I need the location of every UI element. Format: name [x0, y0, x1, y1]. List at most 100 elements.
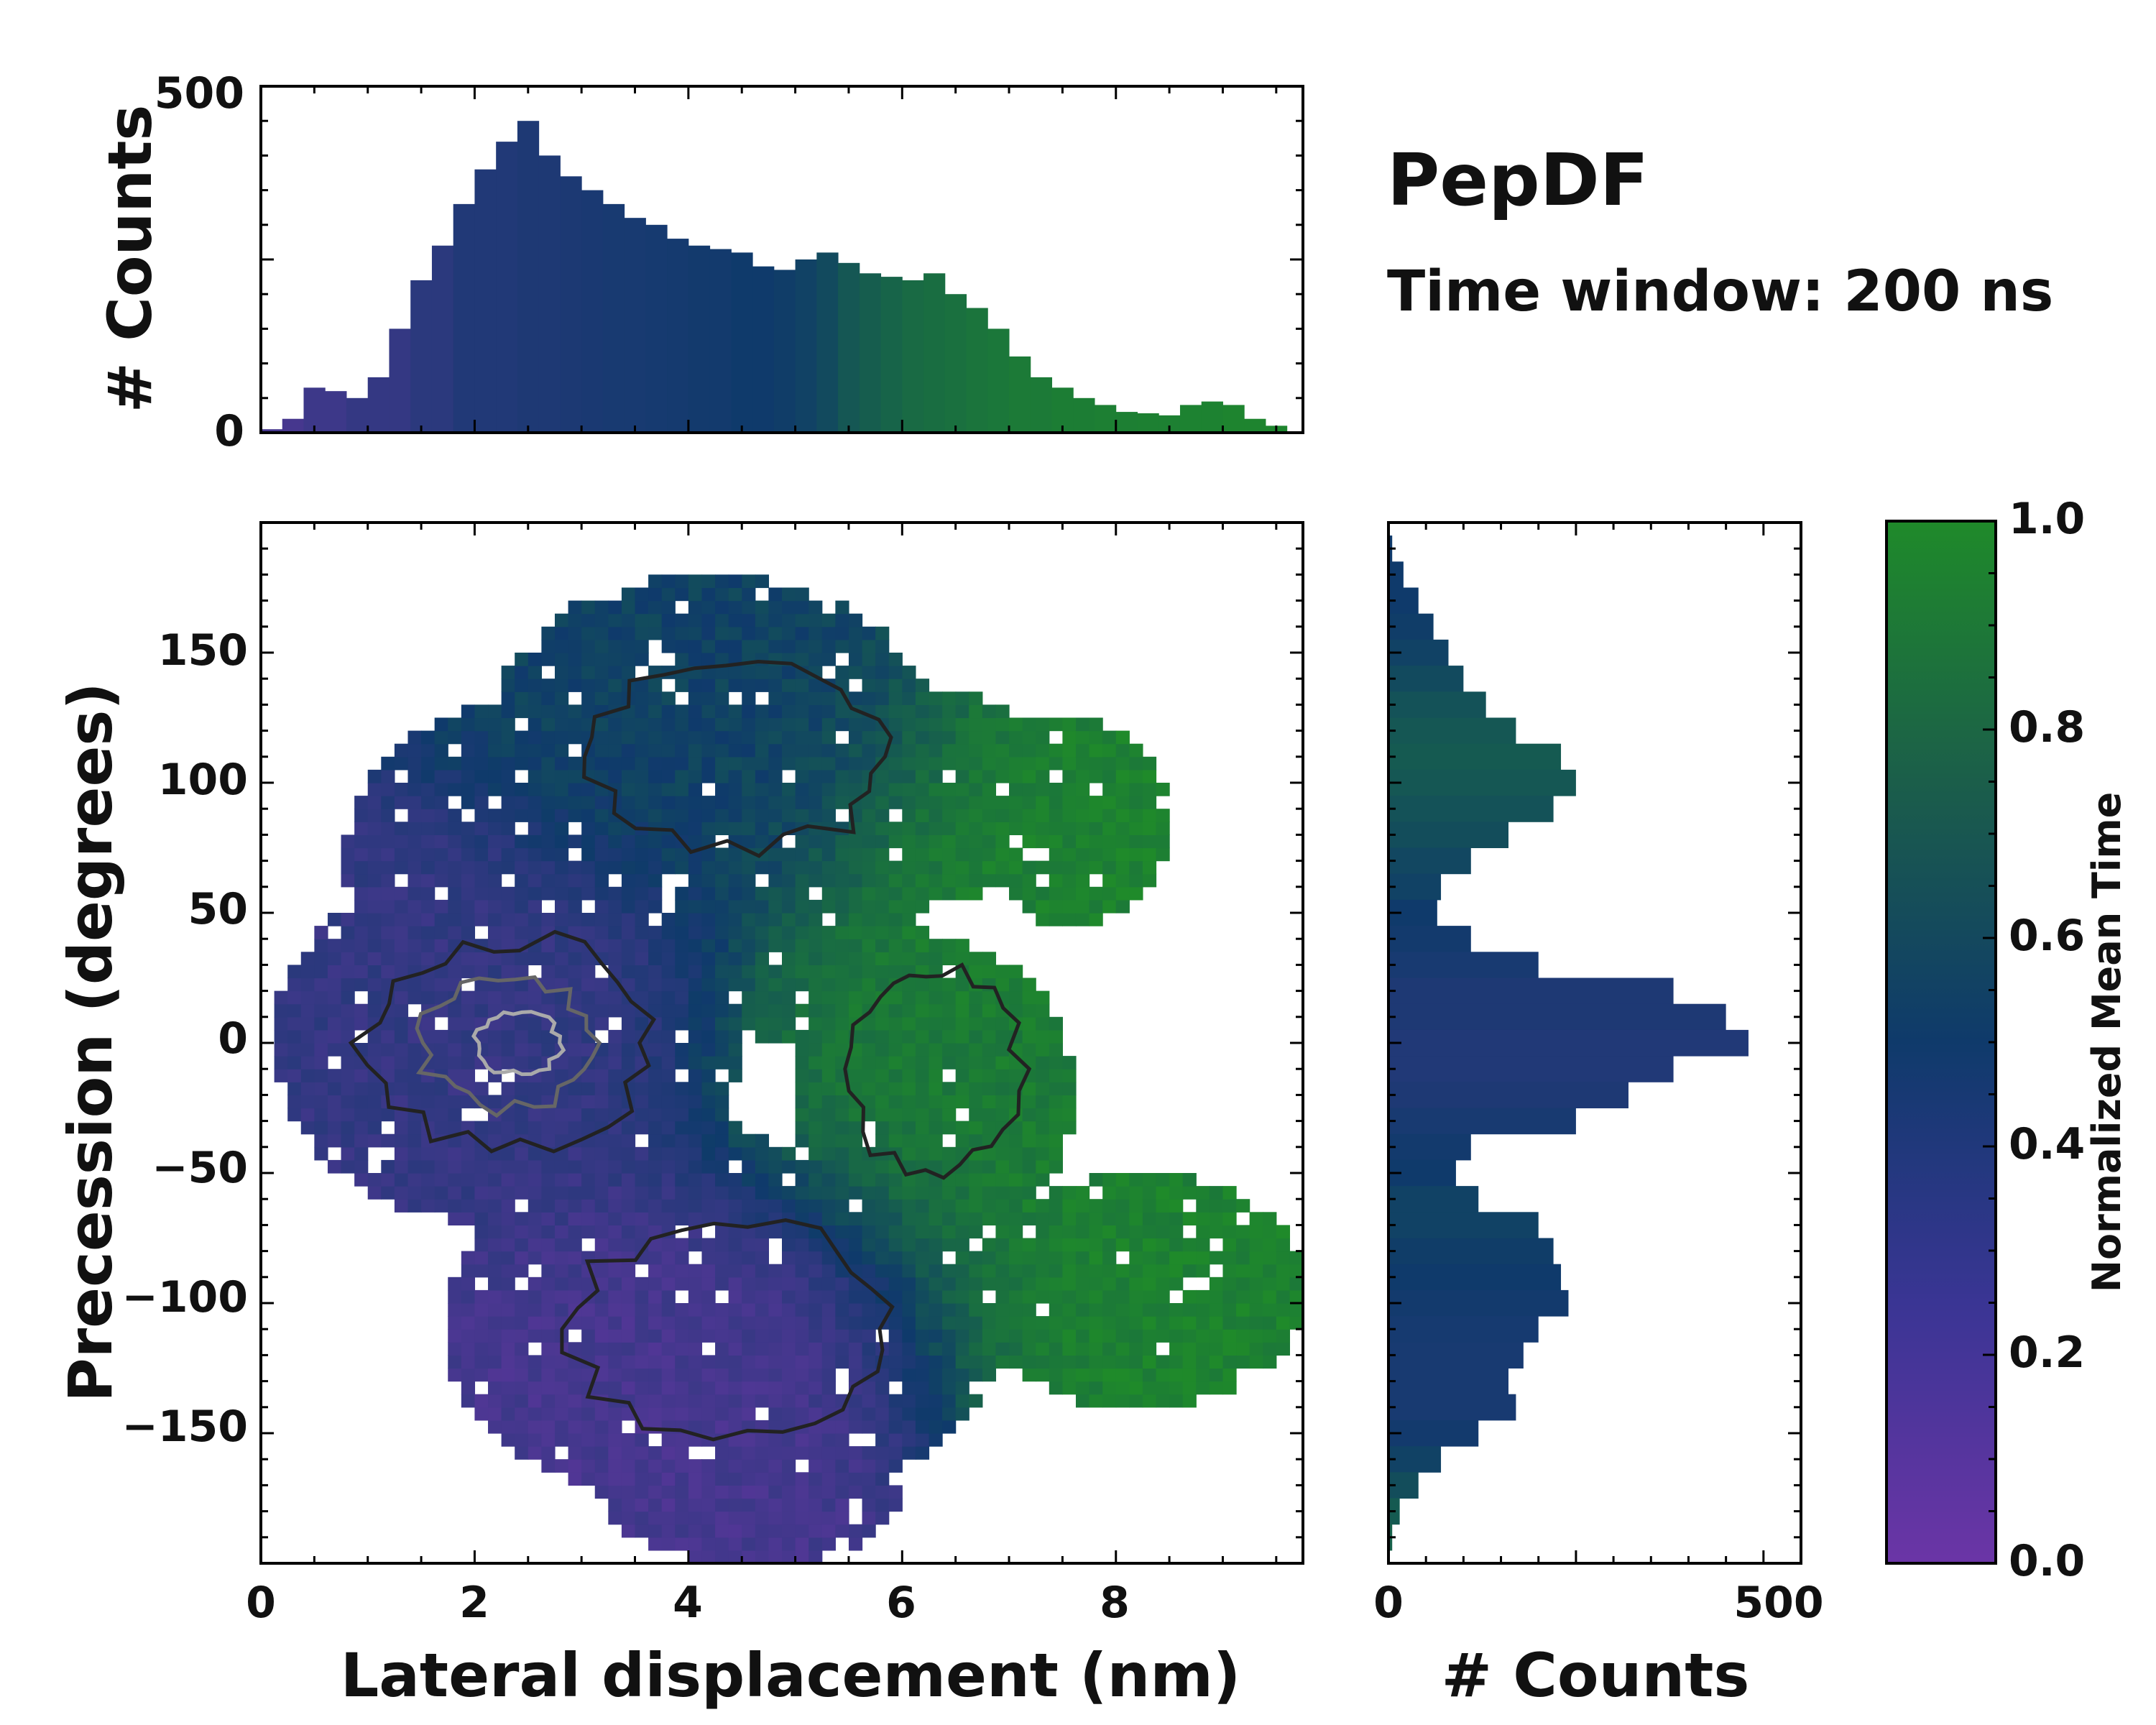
- heatmap-cell: [768, 1537, 783, 1551]
- heatmap-cell: [474, 847, 489, 862]
- heatmap-cell: [795, 1069, 809, 1082]
- heatmap-cell: [982, 1316, 997, 1330]
- heatmap-cell: [461, 730, 476, 745]
- heatmap-cell: [341, 1029, 355, 1044]
- heatmap-cell: [848, 730, 863, 745]
- heatmap-cell: [648, 1095, 663, 1109]
- heatmap-cell: [808, 1029, 823, 1044]
- heatmap-cell: [648, 756, 663, 770]
- heatmap-cell: [621, 860, 636, 875]
- heatmap-cell: [1182, 1238, 1197, 1252]
- heatmap-cell: [742, 1199, 756, 1213]
- heatmap-cell: [862, 1381, 876, 1395]
- heatmap-cell: [862, 1289, 876, 1304]
- heatmap-cell: [661, 1485, 676, 1499]
- heatmap-cell: [661, 1095, 676, 1109]
- heatmap-cell: [621, 1498, 636, 1512]
- heatmap-cell: [1209, 1212, 1224, 1225]
- heatmap-cell: [581, 1407, 596, 1421]
- heatmap-cell: [782, 600, 796, 615]
- heatmap-cell: [421, 834, 436, 849]
- heatmap-cell: [1062, 796, 1077, 809]
- heatmap-cell: [821, 1133, 836, 1148]
- heatmap-cell: [554, 1121, 569, 1135]
- heatmap-cell: [768, 743, 783, 758]
- heatmap-cell: [488, 1355, 502, 1369]
- heatmap-cell: [488, 1303, 502, 1317]
- heatmap-cell: [848, 1472, 863, 1486]
- heatmap-cell: [434, 783, 448, 796]
- heatmap-cell: [902, 1381, 916, 1395]
- heatmap-cell: [661, 1303, 676, 1317]
- heatmap-cell: [982, 1264, 997, 1278]
- heatmap-cell: [635, 1173, 649, 1187]
- heatmap-cell: [1156, 1316, 1170, 1330]
- heatmap-cell: [421, 1016, 436, 1031]
- heatmap-cell: [515, 847, 529, 862]
- heatmap-cell: [621, 1446, 636, 1460]
- heatmap-cell: [1196, 1342, 1210, 1356]
- heatmap-cell: [287, 1056, 302, 1070]
- heatmap-cell: [635, 1368, 649, 1382]
- heatmap-cell: [715, 847, 729, 862]
- xtick-2: 2: [459, 1578, 489, 1628]
- heatmap-cell: [648, 678, 663, 692]
- heatmap-cell: [1276, 1316, 1291, 1330]
- heatmap-cell: [755, 1459, 770, 1473]
- heatmap-cell: [1022, 1276, 1036, 1291]
- heatmap-cell: [742, 965, 756, 979]
- heatmap-cell: [661, 1186, 676, 1200]
- heatmap-cell: [955, 1121, 969, 1135]
- heatmap-cell: [581, 1069, 596, 1082]
- heatmap-cell: [755, 1264, 770, 1278]
- heatmap-cell: [755, 1485, 770, 1499]
- heatmap-cell: [888, 1420, 903, 1434]
- heatmap-cell: [1089, 809, 1103, 822]
- heatmap-cell: [808, 834, 823, 849]
- heatmap-cell: [795, 1159, 809, 1174]
- heatmap-cell: [848, 873, 863, 888]
- heatmap-cell: [541, 913, 556, 926]
- heatmap-cell: [554, 939, 569, 952]
- heatmap-cell: [1263, 1276, 1277, 1291]
- heatmap-cell: [969, 847, 983, 862]
- heatmap-cell: [835, 952, 849, 965]
- heatmap-cell: [354, 926, 369, 939]
- heatmap-cell: [1049, 1342, 1063, 1356]
- heatmap-cell: [782, 1199, 796, 1213]
- heatmap-cell: [888, 860, 903, 875]
- heatmap-cell: [354, 952, 369, 965]
- heatmap-cell: [715, 1342, 729, 1356]
- heatmap-cell: [1022, 1212, 1036, 1225]
- heatmap-cell: [942, 860, 957, 875]
- heatmap-cell: [1249, 1303, 1263, 1317]
- heatmap-cell: [581, 952, 596, 965]
- heatmap-cell: [835, 1016, 849, 1031]
- heatmap-cell: [515, 743, 529, 758]
- heatmap-cell: [341, 965, 355, 979]
- heatmap-cell: [1115, 743, 1130, 758]
- heatmap-cell: [381, 769, 395, 783]
- heatmap-cell: [1102, 730, 1117, 745]
- heatmap-cell: [568, 1342, 582, 1356]
- heatmap-cell: [755, 1173, 770, 1187]
- heatmap-cell: [742, 1303, 756, 1317]
- heatmap-cell: [929, 847, 943, 862]
- heatmap-cell: [1036, 743, 1050, 758]
- heatmap-cell: [1049, 1016, 1063, 1031]
- heatmap-cell: [568, 1316, 582, 1330]
- heatmap-cell: [541, 1355, 556, 1369]
- heatmap-cell: [1102, 1329, 1117, 1343]
- heatmap-cell: [341, 913, 355, 926]
- heatmap-cell: [902, 1095, 916, 1109]
- heatmap-cell: [1289, 1303, 1303, 1317]
- heatmap-cell: [394, 965, 409, 979]
- heatmap-cell: [1115, 783, 1130, 796]
- heatmap-cell: [354, 847, 369, 862]
- heatmap-cell: [1102, 1342, 1117, 1356]
- heatmap-cell: [688, 1146, 703, 1161]
- heatmap-cell: [929, 1238, 943, 1252]
- heatmap-cell: [835, 1303, 849, 1317]
- heatmap-cell: [715, 717, 729, 732]
- heatmap-cell: [848, 1225, 863, 1239]
